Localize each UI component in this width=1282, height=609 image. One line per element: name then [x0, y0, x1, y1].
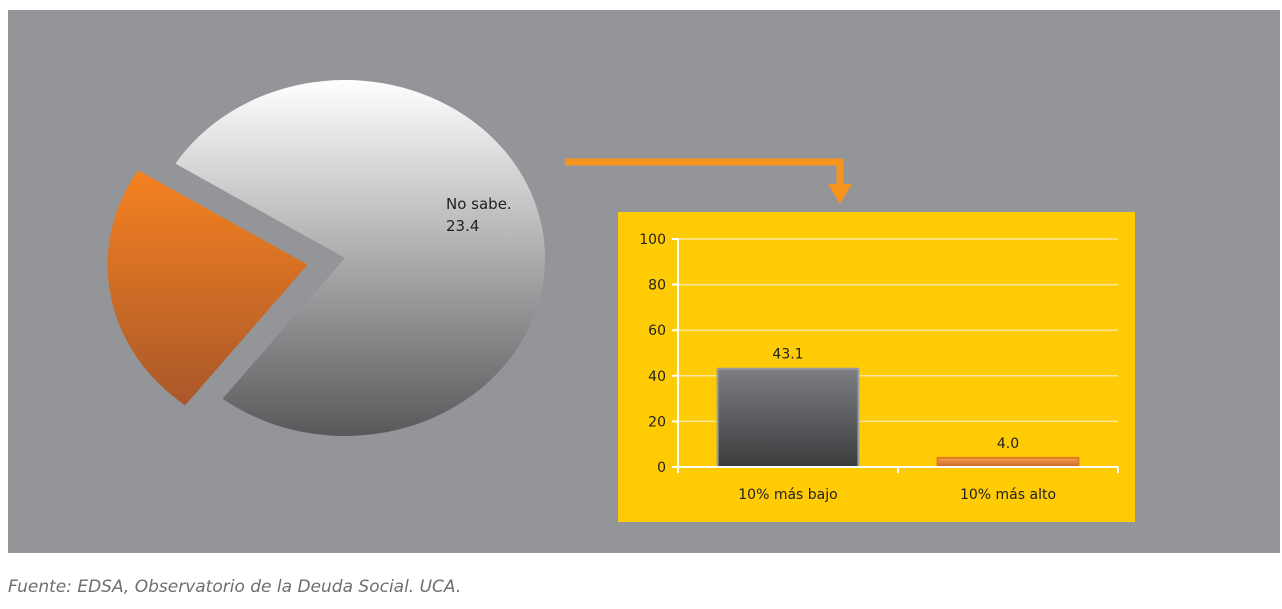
connector-arrowhead: [828, 184, 852, 204]
pie-slice: [175, 80, 545, 437]
pie-slice-value: 23.4: [446, 217, 480, 235]
y-tick-label: 40: [648, 369, 666, 385]
pie-slice-label: No sabe. 23.4: [446, 193, 512, 237]
bar: [936, 456, 1080, 469]
bar: [716, 367, 860, 468]
pie-chart: No sabe. 23.4: [8, 10, 648, 553]
pie-slice-name: No sabe.: [446, 195, 512, 213]
bar-chart-svg: 0 20 40 60 80 100 43.1 10% más bajo 4.0 10% más a…: [639, 232, 1119, 503]
y-tick-label: 0: [657, 460, 666, 476]
bar-chart: 0 20 40 60 80 100 43.1 10% más bajo 4.0 10% más a…: [618, 212, 1135, 522]
x-tick-label: 10% más bajo: [738, 487, 837, 503]
bar-value-label: 4.0: [997, 436, 1019, 452]
bar-value-label: 43.1: [772, 347, 803, 363]
pie-chart-svg: [107, 80, 545, 437]
chart-panel: No sabe. 23.4 0 20 40 60 80 100 43.1 10% más ba…: [8, 10, 1280, 553]
source-note: Fuente: EDSA, Observatorio de la Deuda S…: [8, 577, 462, 597]
x-tick-label: 10% más alto: [960, 487, 1056, 503]
y-tick-label: 20: [648, 414, 666, 430]
y-tick-label: 80: [648, 278, 666, 294]
y-tick-label: 100: [639, 232, 666, 248]
y-tick-label: 60: [648, 323, 666, 339]
pie-slice: [107, 170, 308, 406]
